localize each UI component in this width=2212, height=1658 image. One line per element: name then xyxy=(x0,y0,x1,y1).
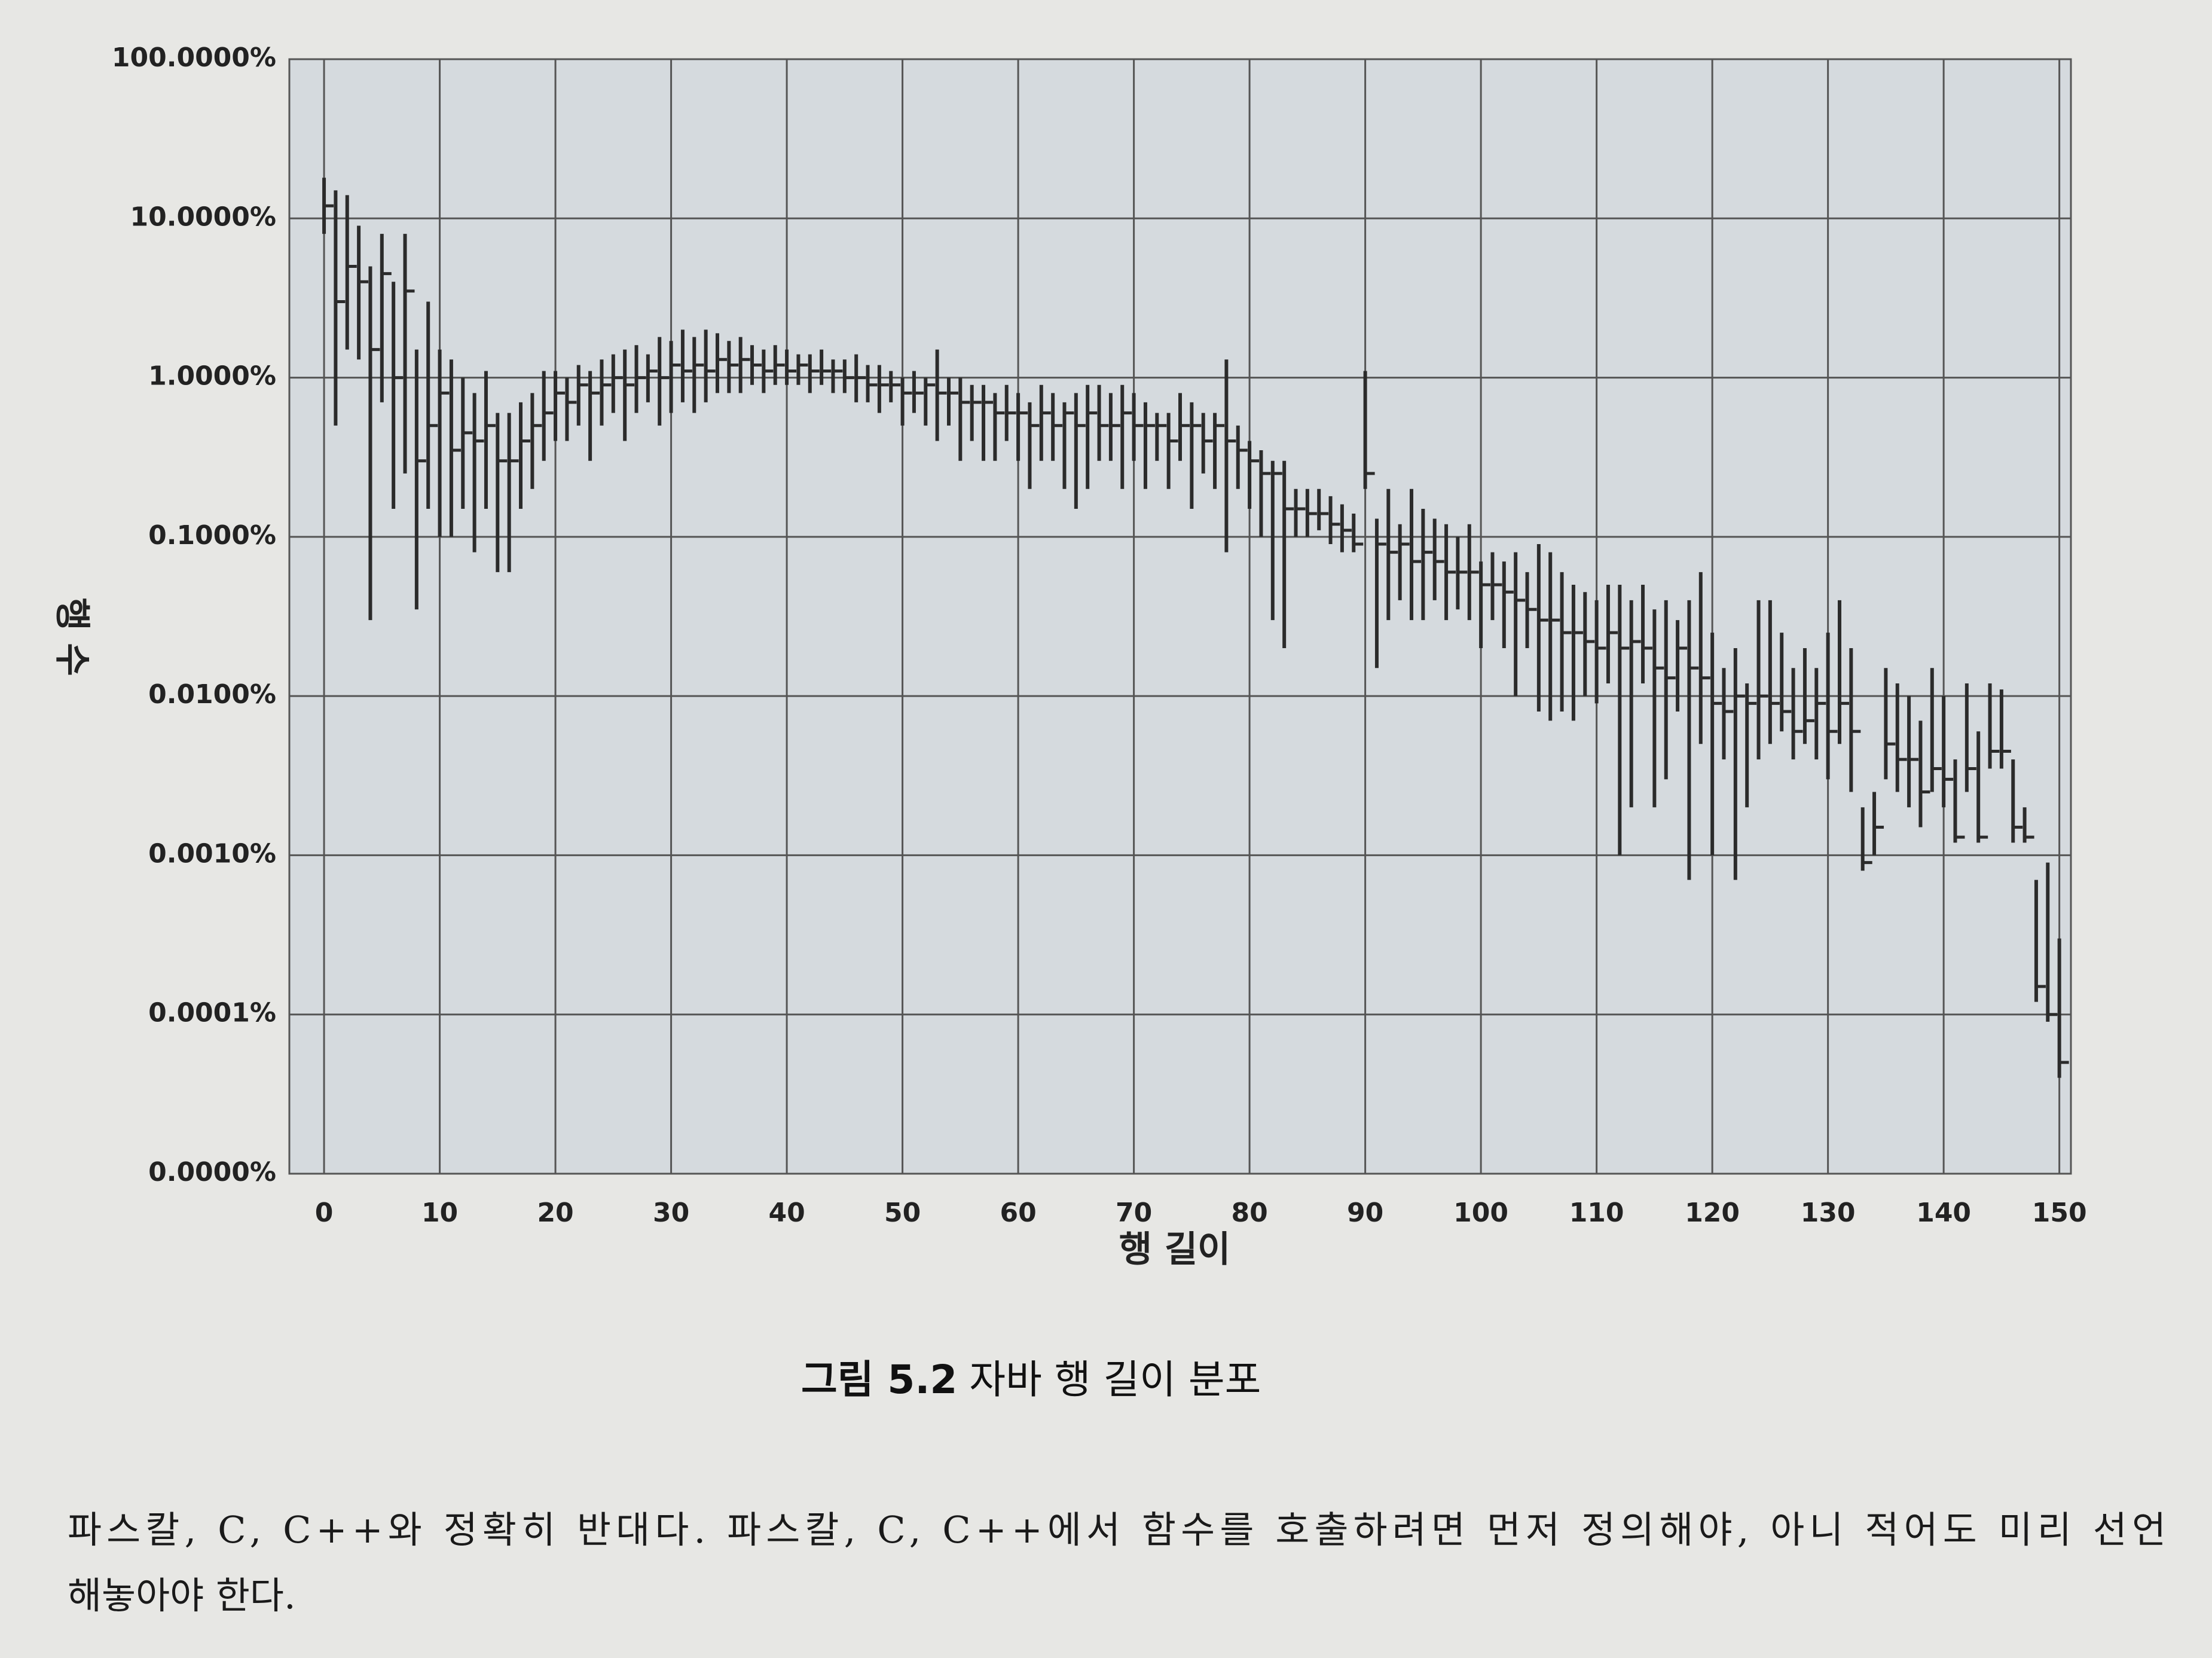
body-text-line: 해놓아야 한다. xyxy=(68,1574,296,1617)
x-tick-label: 0 xyxy=(315,1198,334,1228)
x-tick-label: 80 xyxy=(1231,1198,1267,1228)
x-tick-label: 150 xyxy=(2032,1198,2087,1228)
x-tick-label: 20 xyxy=(537,1198,573,1228)
x-tick-label: 130 xyxy=(1801,1198,1856,1228)
y-axis-title: 행 수 xyxy=(51,597,93,676)
y-tick-label: 0.0000% xyxy=(148,1157,276,1187)
figure-label: 그림 5.2 xyxy=(801,1357,957,1403)
x-tick-label: 120 xyxy=(1685,1198,1740,1228)
x-tick-label: 60 xyxy=(1000,1198,1036,1228)
x-tick-label: 50 xyxy=(884,1198,921,1228)
y-tick-label: 0.1000% xyxy=(148,520,276,551)
body-text-line: 파스칼, C, C++와 정확히 반대다. 파스칼, C, C++에서 함수를 … xyxy=(68,1508,2166,1552)
y-tick-label: 0.0100% xyxy=(148,679,276,710)
x-tick-label: 70 xyxy=(1116,1198,1152,1228)
y-tick-label: 100.0000% xyxy=(112,42,276,73)
y-tick-label: 0.0001% xyxy=(148,998,276,1028)
y-tick-label: 0.0010% xyxy=(148,838,276,869)
y-tick-label: 10.0000% xyxy=(130,201,277,232)
chart: 100.0000%10.0000%1.0000%0.1000%0.0100%0.… xyxy=(112,42,2087,1228)
y-tick-label: 1.0000% xyxy=(148,361,276,392)
x-tick-label: 140 xyxy=(1916,1198,1971,1228)
x-tick-label: 100 xyxy=(1453,1198,1508,1228)
x-tick-label: 10 xyxy=(421,1198,458,1228)
caption: 그림 5.2 자바 행 길이 분포 xyxy=(801,1357,1261,1403)
x-tick-label: 30 xyxy=(653,1198,689,1228)
x-tick-label: 40 xyxy=(768,1198,805,1228)
x-tick-label: 110 xyxy=(1569,1198,1624,1228)
chart-title: 자바 행 길이 분포 xyxy=(969,1357,1261,1403)
plot-area xyxy=(288,58,2072,1175)
x-axis-title: 행 길이 xyxy=(1119,1229,1231,1271)
x-tick-label: 90 xyxy=(1347,1198,1383,1228)
